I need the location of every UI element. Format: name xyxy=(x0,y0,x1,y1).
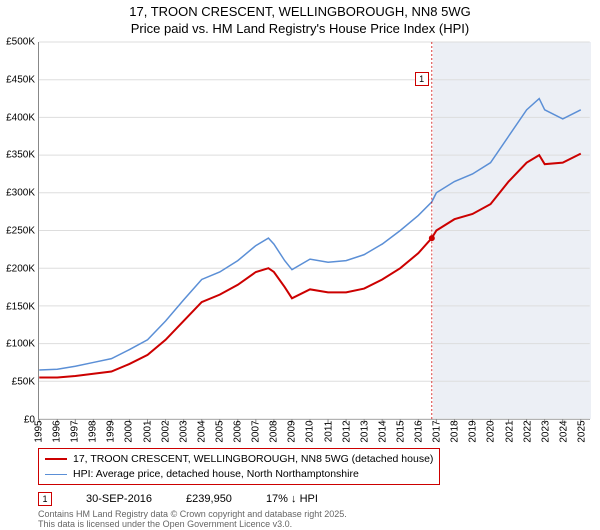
chart-container: 17, TROON CRESCENT, WELLINGBOROUGH, NN8 … xyxy=(0,0,600,530)
x-axis-tick: 2000 xyxy=(124,420,135,442)
y-axis-tick: £100K xyxy=(1,339,35,350)
x-axis-tick: 2001 xyxy=(142,420,153,442)
plot-area: £0£50K£100K£150K£200K£250K£300K£350K£400… xyxy=(38,42,590,420)
y-axis-tick: £500K xyxy=(1,37,35,48)
x-axis-tick: 2018 xyxy=(450,420,461,442)
title-line2: Price paid vs. HM Land Registry's House … xyxy=(0,21,600,38)
x-axis-tick: 2013 xyxy=(359,420,370,442)
chart-title: 17, TROON CRESCENT, WELLINGBOROUGH, NN8 … xyxy=(0,0,600,38)
x-axis-tick: 2020 xyxy=(486,420,497,442)
footer-date: 30-SEP-2016 xyxy=(86,493,152,505)
x-axis-tick: 2024 xyxy=(558,420,569,442)
x-axis-tick: 2016 xyxy=(414,420,425,442)
x-axis-tick: 2003 xyxy=(178,420,189,442)
legend-row-hpi: HPI: Average price, detached house, Nort… xyxy=(45,467,433,482)
footer-marker-icon: 1 xyxy=(38,492,52,506)
x-axis-tick: 2012 xyxy=(341,420,352,442)
legend-swatch-property xyxy=(45,458,67,460)
y-axis-tick: £450K xyxy=(1,74,35,85)
x-axis-tick: 1998 xyxy=(88,420,99,442)
y-axis-tick: £0 xyxy=(1,415,35,426)
legend-label-property: 17, TROON CRESCENT, WELLINGBOROUGH, NN8 … xyxy=(73,452,433,467)
y-axis-tick: £150K xyxy=(1,301,35,312)
legend-swatch-hpi xyxy=(45,474,67,475)
x-axis-tick: 2008 xyxy=(269,420,280,442)
x-axis-tick: 2022 xyxy=(522,420,533,442)
legend-label-hpi: HPI: Average price, detached house, Nort… xyxy=(73,467,359,482)
x-axis-tick: 2014 xyxy=(377,420,388,442)
x-axis-tick: 2002 xyxy=(160,420,171,442)
x-axis-tick: 2011 xyxy=(323,421,334,443)
y-axis-tick: £350K xyxy=(1,150,35,161)
x-axis-tick: 2004 xyxy=(196,420,207,442)
x-axis-tick: 2006 xyxy=(233,420,244,442)
x-axis-tick: 1999 xyxy=(106,420,117,442)
x-axis-tick: 1996 xyxy=(52,420,63,442)
x-axis-tick: 2021 xyxy=(504,420,515,442)
x-axis-tick: 2017 xyxy=(432,420,443,442)
x-axis-tick: 2015 xyxy=(395,420,406,442)
x-axis-tick: 2007 xyxy=(251,420,262,442)
y-axis-tick: £400K xyxy=(1,112,35,123)
marker-box-icon: 1 xyxy=(415,72,429,86)
x-axis-tick: 2025 xyxy=(576,420,587,442)
footer-delta: 17% ↓ HPI xyxy=(266,493,318,505)
x-axis-tick: 1995 xyxy=(34,420,45,442)
copyright-line2: This data is licensed under the Open Gov… xyxy=(38,520,347,530)
x-axis-tick: 2010 xyxy=(305,420,316,442)
x-axis-tick: 2009 xyxy=(287,420,298,442)
y-axis-tick: £50K xyxy=(1,377,35,388)
y-axis-tick: £300K xyxy=(1,188,35,199)
copyright-text: Contains HM Land Registry data © Crown c… xyxy=(38,510,347,530)
legend-box: 17, TROON CRESCENT, WELLINGBOROUGH, NN8 … xyxy=(38,448,440,485)
x-axis-tick: 2023 xyxy=(540,420,551,442)
title-line1: 17, TROON CRESCENT, WELLINGBOROUGH, NN8 … xyxy=(0,4,600,21)
footer-row: 1 30-SEP-2016 £239,950 17% ↓ HPI xyxy=(38,492,318,506)
x-axis-tick: 2005 xyxy=(214,420,225,442)
x-axis-tick: 1997 xyxy=(70,420,81,442)
y-axis-tick: £200K xyxy=(1,263,35,274)
footer-price: £239,950 xyxy=(186,493,232,505)
y-axis-tick: £250K xyxy=(1,226,35,237)
legend-row-property: 17, TROON CRESCENT, WELLINGBOROUGH, NN8 … xyxy=(45,452,433,467)
line-chart-svg xyxy=(39,42,590,419)
x-axis-tick: 2019 xyxy=(468,420,479,442)
